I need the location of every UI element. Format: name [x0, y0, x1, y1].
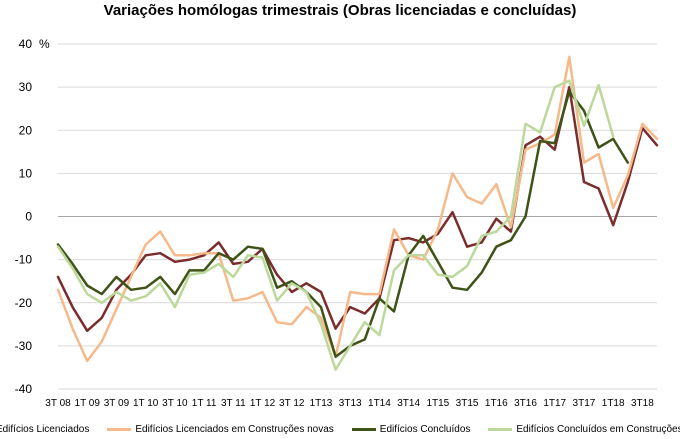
- series-line-2: [56, 55, 659, 363]
- legend-item-1: Edifícios Licenciados: [0, 424, 89, 435]
- y-tick-label: 20: [19, 123, 33, 137]
- chart-title: Variações homólogas trimestrais (Obras l…: [103, 2, 577, 19]
- y-tick-label: -30: [15, 339, 33, 353]
- x-tick-label: 1T15: [426, 398, 449, 409]
- x-tick-label: 3T18: [631, 398, 654, 409]
- x-tick-label: 1T17: [543, 398, 566, 409]
- x-tick-label: 3T13: [339, 398, 362, 409]
- y-tick-label: -20: [15, 296, 33, 310]
- y-tick-label: 40: [19, 37, 33, 51]
- legend-item-4: Edifícios Concluídos em Construções nova…: [488, 424, 680, 435]
- x-tick-label: 1T14: [368, 398, 391, 409]
- x-tick-label: 3T 10: [162, 398, 188, 409]
- legend-swatch: [351, 427, 376, 431]
- x-tick-label: 1T18: [602, 398, 625, 409]
- x-tick-label: 3T14: [397, 398, 420, 409]
- legend-label: Edifícios Concluídos em Construções nova…: [516, 423, 680, 435]
- legend-item-2: Edifícios Licenciados em Construções nov…: [107, 423, 334, 435]
- y-tick-label: -40: [15, 382, 33, 396]
- x-tick-label: 3T15: [456, 398, 479, 409]
- x-tick-label: 1T 11: [192, 398, 217, 409]
- chart-legend: Edifícios Licenciados Edifícios Licenciad…: [0, 419, 680, 439]
- x-tick-label: 1T16: [485, 398, 508, 409]
- x-tick-label: 3T 08: [45, 398, 71, 409]
- legend-label: Edifícios Licenciados em Construções nov…: [135, 423, 334, 435]
- x-tick-label: 1T 09: [75, 398, 101, 409]
- series-lines: [56, 55, 659, 371]
- y-tick-label: 0: [25, 210, 32, 224]
- x-tick-label: 3T 12: [279, 398, 305, 409]
- x-tick-label: 1T 12: [250, 398, 276, 409]
- x-tick-label: 3T 09: [104, 398, 130, 409]
- legend-swatch: [488, 427, 513, 431]
- legend-label: Edifícios Licenciados: [0, 423, 90, 435]
- x-tick-label: 3T17: [573, 398, 596, 409]
- y-tick-label: -10: [15, 253, 33, 267]
- legend-item-3: Edifícios Concluídos: [351, 423, 471, 435]
- y-tick-label: 30: [19, 80, 33, 94]
- x-tick-label: 3T 11: [221, 398, 246, 409]
- x-tick-label: 3T16: [514, 398, 537, 409]
- x-tick-label: 1T13: [310, 398, 333, 409]
- series-line-1: [56, 85, 659, 333]
- y-axis-unit: %: [39, 37, 50, 51]
- series-line-3: [56, 90, 630, 358]
- series-line-4: [56, 79, 615, 371]
- legend-label: Edifícios Concluídos: [379, 423, 471, 435]
- y-tick-label: 10: [19, 166, 33, 180]
- legend-swatch: [107, 427, 132, 431]
- x-tick-label: 1T 10: [133, 398, 159, 409]
